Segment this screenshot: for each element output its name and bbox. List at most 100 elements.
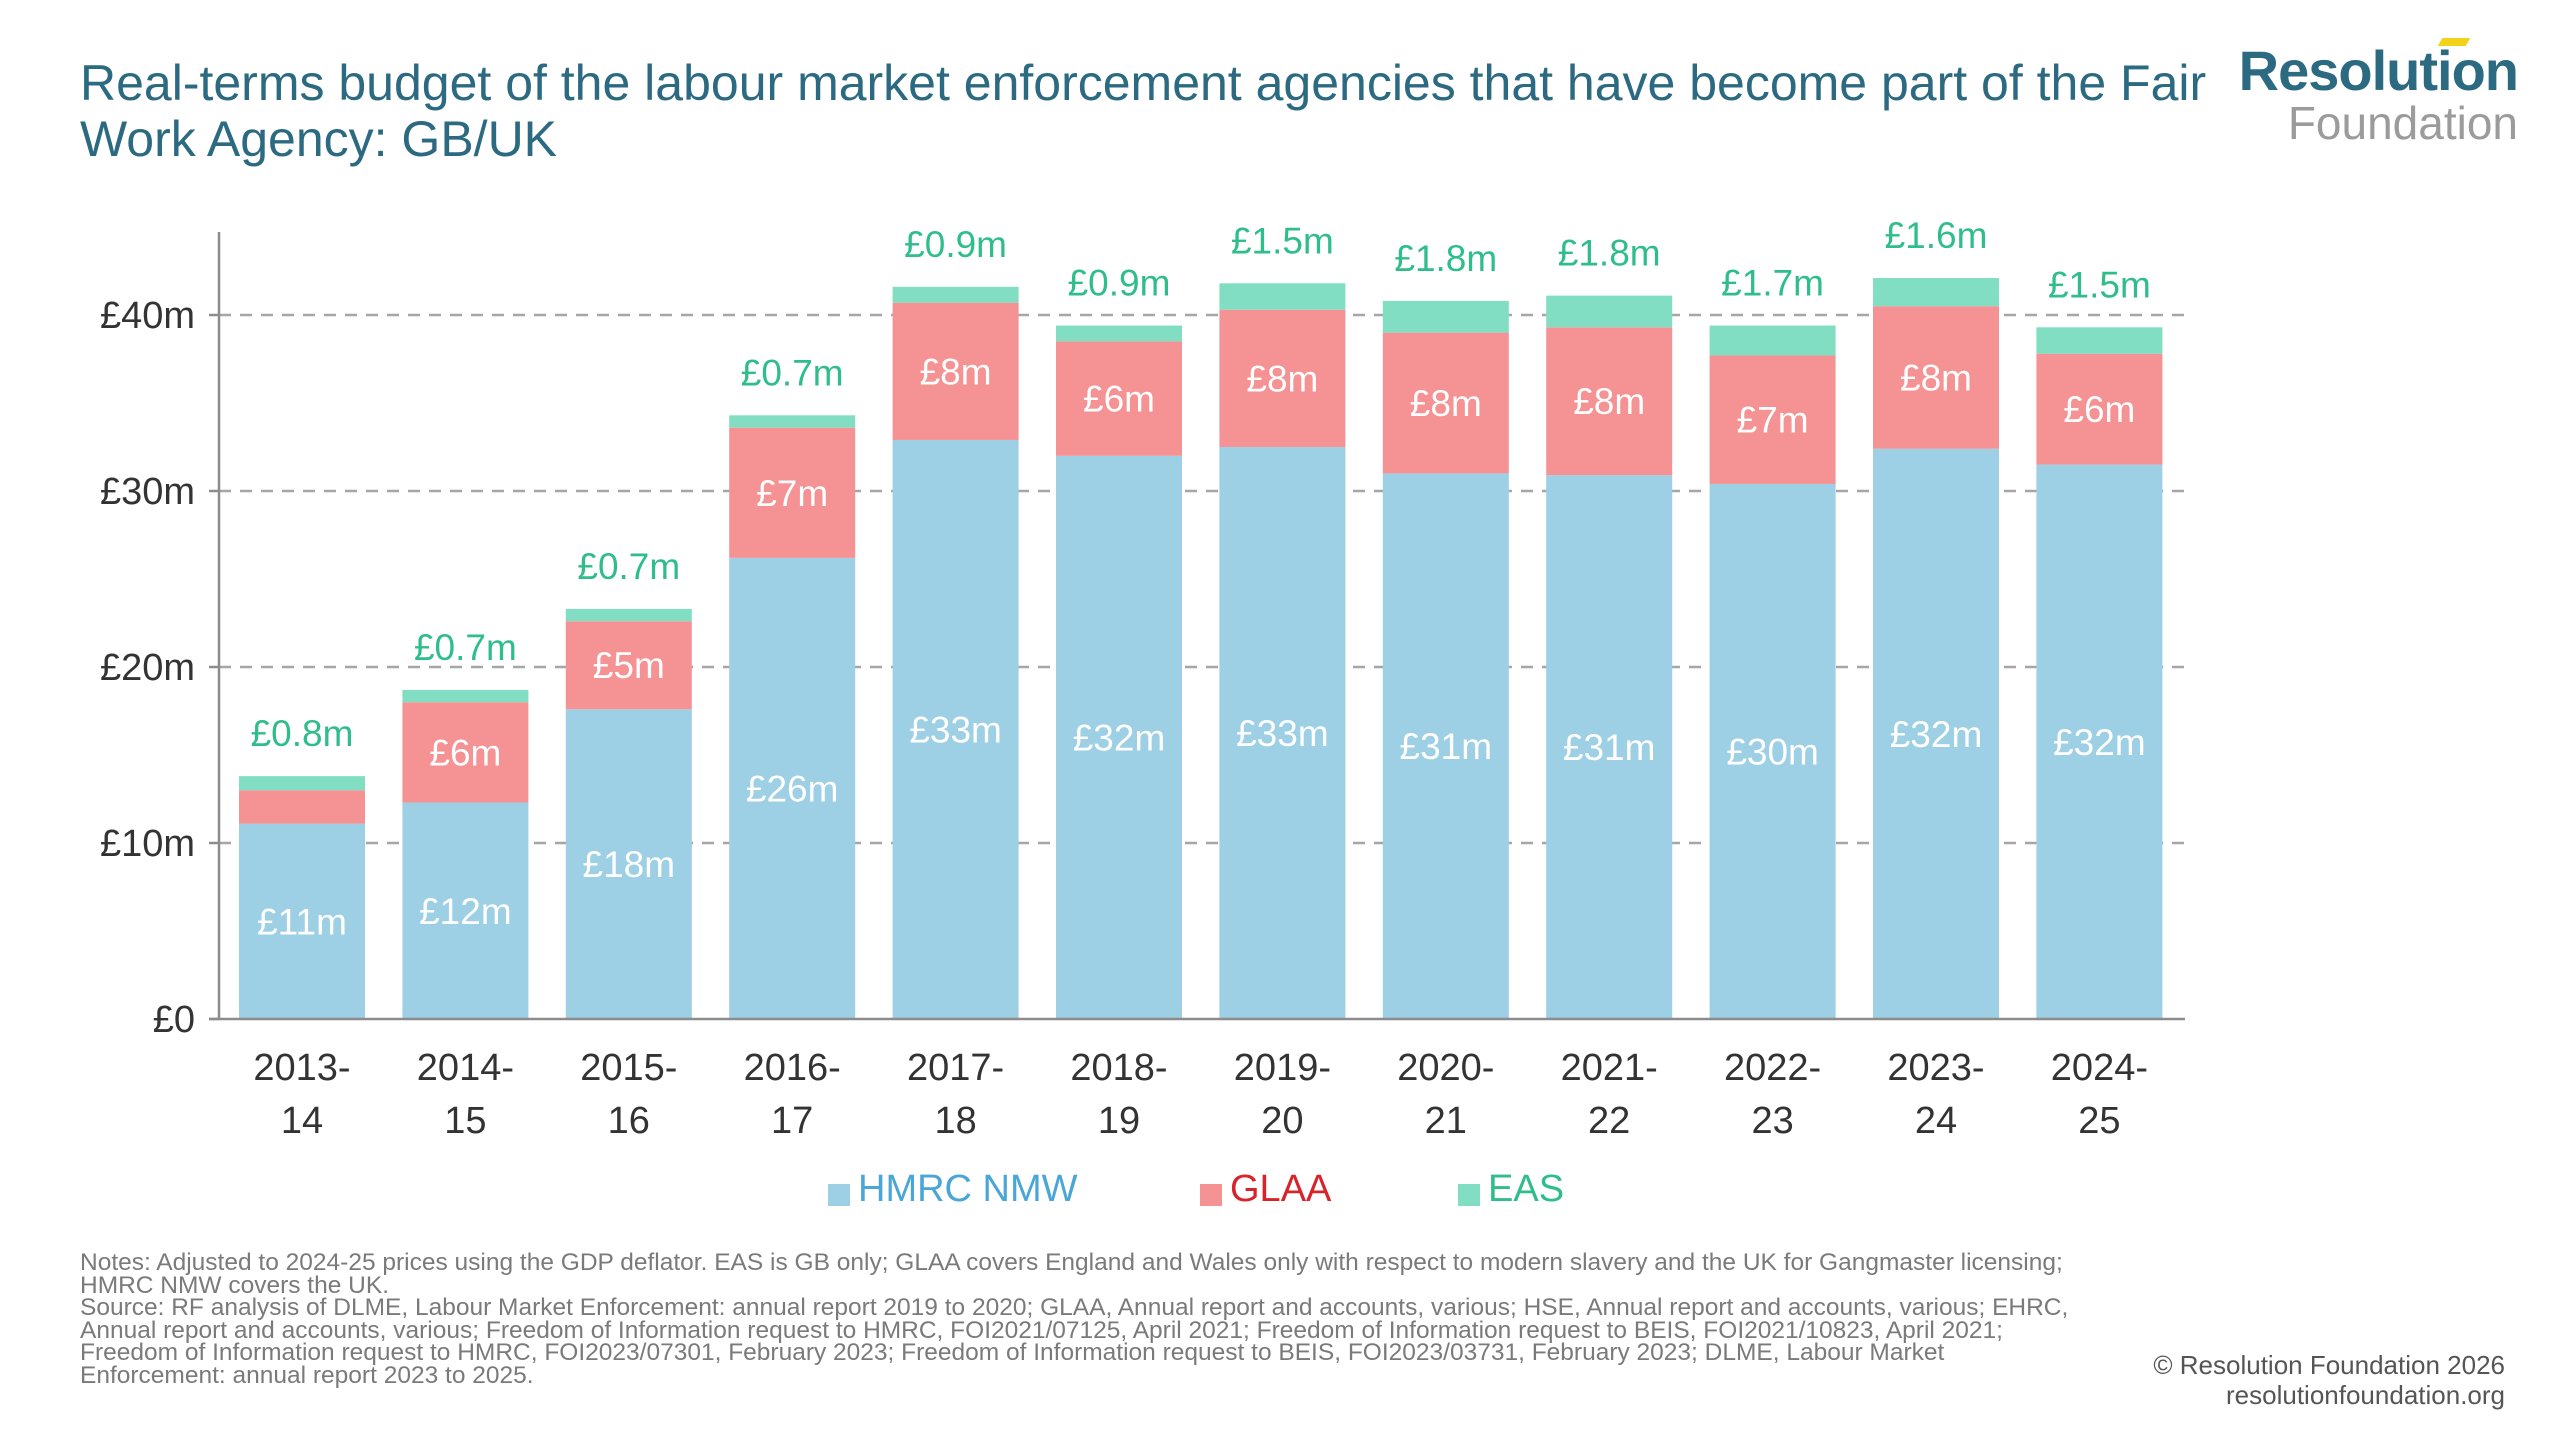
data-label-eas: £1.8m bbox=[1558, 233, 1661, 274]
data-label-hmrc: £12m bbox=[419, 891, 512, 932]
data-label-hmrc: £31m bbox=[1563, 727, 1656, 768]
resolution-foundation-logo: Resolution Foundation bbox=[2238, 38, 2519, 149]
bar-segment-hmrc bbox=[239, 823, 365, 1019]
bar-segment-hmrc bbox=[565, 709, 692, 1019]
data-label-eas: £0.7m bbox=[741, 352, 844, 393]
bar-segment-glaa bbox=[2036, 353, 2163, 465]
x-tick-label: 2024- bbox=[2051, 1047, 2148, 1089]
bar-segment-glaa bbox=[729, 427, 856, 558]
website-link[interactable]: resolutionfoundation.org bbox=[2226, 1380, 2505, 1410]
x-tick-label: 25 bbox=[2078, 1100, 2120, 1142]
x-tick-label: 20 bbox=[1261, 1100, 1303, 1142]
x-tick-label: 24 bbox=[1915, 1100, 1957, 1142]
x-tick-label: 2017- bbox=[907, 1047, 1004, 1089]
data-label-hmrc: £30m bbox=[1726, 731, 1819, 772]
notes-text: Notes: Adjusted to 2024-25 prices using … bbox=[80, 1249, 2063, 1299]
bar-segment-glaa bbox=[892, 302, 1019, 440]
x-tick-label: 2021- bbox=[1561, 1047, 1658, 1089]
data-label-glaa: £8m bbox=[1410, 383, 1482, 424]
data-label-glaa: £8m bbox=[1573, 381, 1645, 422]
data-label-glaa: £7m bbox=[756, 473, 828, 514]
data-label-hmrc: £32m bbox=[1890, 714, 1983, 755]
legend-item-hmrc: HMRC NMW bbox=[828, 1168, 1078, 1211]
x-tick-label: 2014- bbox=[417, 1047, 514, 1089]
y-tick-label: £30m bbox=[100, 471, 195, 513]
bar-segment-glaa bbox=[565, 621, 692, 710]
bar-segment-glaa bbox=[402, 702, 529, 803]
bar-segment-eas bbox=[239, 776, 365, 791]
bar-segment-hmrc bbox=[1219, 447, 1346, 1019]
x-tick-label: 2016- bbox=[744, 1047, 841, 1089]
bar-segment-glaa bbox=[1873, 306, 1999, 449]
data-label-hmrc: £33m bbox=[1236, 713, 1329, 754]
bar-segment-eas bbox=[892, 286, 1019, 303]
x-tick-label: 14 bbox=[281, 1100, 323, 1142]
data-label-glaa: £6m bbox=[1083, 379, 1155, 420]
bar-segment-glaa bbox=[1056, 341, 1182, 456]
x-tick-label: 23 bbox=[1751, 1100, 1793, 1142]
data-label-glaa: £6m bbox=[2063, 389, 2135, 430]
data-label-eas: £1.5m bbox=[1231, 220, 1334, 261]
bar-segment-eas bbox=[1056, 325, 1182, 342]
x-tick-label: 2020- bbox=[1397, 1047, 1494, 1089]
data-label-eas: £0.7m bbox=[577, 546, 680, 587]
data-label-glaa: £6m bbox=[429, 732, 501, 773]
legend-item-glaa: GLAA bbox=[1200, 1168, 1331, 1211]
logo-wordmark-resolution: Resolution bbox=[2238, 38, 2519, 102]
bar-segment-eas bbox=[1873, 278, 1999, 307]
bar-segment-hmrc bbox=[402, 802, 529, 1019]
data-label-hmrc: £26m bbox=[746, 768, 839, 809]
data-label-eas: £0.8m bbox=[251, 713, 354, 754]
legend-label: HMRC NMW bbox=[858, 1168, 1078, 1210]
data-label-eas: £1.7m bbox=[1721, 263, 1824, 304]
bar-segment-glaa bbox=[1219, 309, 1346, 447]
x-tick-label: 2023- bbox=[1887, 1047, 1984, 1089]
x-tick-label: 17 bbox=[771, 1100, 813, 1142]
x-tick-label: 15 bbox=[444, 1100, 486, 1142]
bar-segment-eas bbox=[1546, 295, 1673, 328]
x-tick-label: 21 bbox=[1425, 1100, 1467, 1142]
stacked-bar-chart: £0 £10m £20m £30m £40m £11m £0.8m 2013- 14 £12m £6… bbox=[100, 215, 2185, 1142]
data-label-hmrc: £32m bbox=[1073, 717, 1166, 758]
chart-notes: Notes: Adjusted to 2024-25 prices using … bbox=[80, 1249, 2070, 1387]
bar-segment-glaa bbox=[1382, 332, 1509, 474]
legend-swatch-hmrc bbox=[828, 1183, 850, 1206]
y-tick-label: £40m bbox=[100, 295, 195, 337]
copyright-block: © Resolution Foundation 2026 resolutionf… bbox=[2153, 1350, 2505, 1410]
data-label-eas: £1.5m bbox=[2048, 264, 2151, 305]
data-label-hmrc: £33m bbox=[909, 709, 1002, 750]
data-label-hmrc: £11m bbox=[257, 901, 347, 942]
bar-segment-eas bbox=[1219, 283, 1346, 310]
bar-segment-hmrc bbox=[1709, 483, 1836, 1020]
chart-legend: HMRC NMW GLAA EAS bbox=[0, 1168, 2560, 1228]
x-tick-label: 18 bbox=[934, 1100, 976, 1142]
legend-item-eas: EAS bbox=[1458, 1168, 1564, 1211]
bar-segment-glaa bbox=[1546, 327, 1673, 476]
logo-wordmark-foundation: Foundation bbox=[2287, 97, 2518, 149]
data-label-eas: £0.9m bbox=[1068, 263, 1171, 304]
chart-title: Real-terms budget of the labour market e… bbox=[80, 55, 2207, 167]
x-tick-label: 16 bbox=[608, 1100, 650, 1142]
data-label-hmrc: £18m bbox=[583, 844, 676, 885]
bar-segment-eas bbox=[565, 608, 692, 622]
bar-segment-hmrc bbox=[1873, 448, 1999, 1019]
y-tick-label: £10m bbox=[100, 823, 195, 865]
data-label-glaa: £8m bbox=[1900, 357, 1972, 398]
x-tick-label: 2018- bbox=[1070, 1047, 1167, 1089]
bar-segment-hmrc bbox=[1546, 475, 1673, 1019]
legend-label: GLAA bbox=[1230, 1168, 1332, 1210]
x-tick-label: 2015- bbox=[580, 1047, 677, 1089]
data-label-glaa: £8m bbox=[920, 351, 992, 392]
legend-swatch-eas bbox=[1458, 1183, 1480, 1206]
data-label-eas: £1.6m bbox=[1885, 215, 1988, 256]
legend-swatch-glaa bbox=[1200, 1183, 1222, 1206]
bar-segment-hmrc bbox=[729, 557, 856, 1019]
bar-segment-hmrc bbox=[892, 439, 1019, 1020]
bar-segment-eas bbox=[1709, 325, 1836, 356]
bar-segment-hmrc bbox=[1382, 473, 1509, 1019]
data-label-hmrc: £32m bbox=[2053, 722, 2146, 763]
x-tick-label: 22 bbox=[1588, 1100, 1630, 1142]
data-label-glaa: £7m bbox=[1737, 400, 1809, 441]
bar-segment-hmrc bbox=[1056, 455, 1182, 1019]
x-tick-label: 2013- bbox=[253, 1047, 350, 1089]
